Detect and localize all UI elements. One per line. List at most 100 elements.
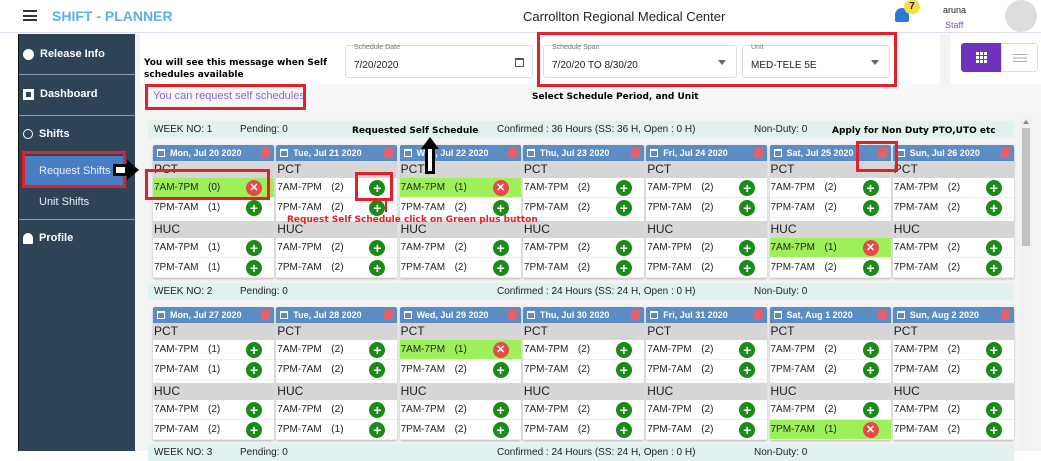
request-shift-button[interactable]: + [739,422,756,438]
request-shift-button[interactable]: + [615,240,632,256]
shift-row: 7PM-7AM (2) + [153,420,274,440]
request-shift-button[interactable]: + [246,362,262,378]
cancel-request-button[interactable]: ✕ [862,240,879,256]
day-date: Sat, Aug 1 2020 [786,310,853,320]
unit-select[interactable]: Unit MED-TELE 5E [742,44,890,78]
request-shift-button[interactable]: + [615,180,632,196]
scrollbar-thumb[interactable] [1022,128,1030,246]
request-shift-button[interactable]: + [492,402,509,418]
shift-row: 7AM-7PM (2) + [892,178,1014,198]
request-shift-button[interactable]: + [985,362,1002,378]
request-shift-button[interactable]: + [492,240,509,256]
request-shift-button[interactable]: + [615,362,632,378]
cancel-request-button[interactable]: ✕ [492,180,509,196]
shift-row: 7AM-7PM (2) + [399,238,521,258]
non-duty-icon[interactable] [753,310,764,320]
request-shift-button[interactable]: + [369,362,386,378]
request-shift-button[interactable]: + [615,342,632,358]
avatar[interactable] [1005,0,1037,32]
request-shift-button[interactable]: + [615,260,632,276]
cancel-request-button[interactable]: ✕ [492,342,509,358]
request-shift-button[interactable]: + [369,260,386,276]
non-duty-icon[interactable] [506,148,518,158]
non-duty-icon[interactable] [260,310,271,320]
request-shift-button[interactable]: + [492,422,509,438]
request-shift-button[interactable]: + [246,342,262,358]
non-duty-icon[interactable] [1000,148,1011,158]
sidebar-item-profile[interactable]: Profile [19,228,136,248]
request-shift-button[interactable]: + [739,200,756,216]
request-shift-button[interactable]: + [369,422,386,438]
cancel-request-button[interactable]: ✕ [862,422,879,438]
request-shift-button[interactable]: + [739,240,756,256]
shift-time: 7AM-7PM [770,344,815,355]
request-shift-button[interactable]: + [369,342,386,358]
schedule-date-field[interactable]: Schedule Date 7/20/2020 [345,44,533,78]
request-shift-button[interactable]: + [615,200,632,216]
non-duty-icon[interactable] [753,148,764,158]
non-duty-icon[interactable] [630,310,641,320]
request-shift-button[interactable]: + [739,362,756,378]
sidebar: Release Info Dashboard Shifts Request Sh… [18,34,136,451]
request-shift-button[interactable]: + [492,362,509,378]
non-duty-icon[interactable] [506,310,518,320]
request-shift-button[interactable]: + [985,240,1002,256]
non-duty-icon[interactable] [876,310,888,320]
request-shift-button[interactable]: + [739,260,756,276]
request-shift-button[interactable]: + [369,200,386,216]
request-shift-button[interactable]: + [492,260,509,276]
request-shift-button[interactable]: + [739,180,756,196]
request-shift-button[interactable]: + [246,260,262,276]
sidebar-item-unit-shifts[interactable]: Unit Shifts [39,196,90,208]
sidebar-item-dashboard[interactable]: Dashboard [19,84,136,104]
non-duty-icon[interactable] [1000,310,1011,320]
shift-time: 7PM-7AM [523,424,569,435]
request-shift-button[interactable]: + [985,402,1002,418]
request-shift-button[interactable]: + [246,422,262,438]
calendar-icon [157,149,165,157]
request-shift-button[interactable]: + [369,240,386,256]
request-shift-button[interactable]: + [246,402,262,418]
day-date: Sat, Jul 25 2020 [786,148,854,158]
request-shift-button[interactable]: + [862,260,879,276]
request-shift-button[interactable]: + [369,180,386,196]
calendar-icon [773,311,782,319]
non-duty-icon[interactable] [260,148,271,158]
request-shift-button[interactable]: + [246,200,262,216]
request-shift-button[interactable]: + [615,422,632,438]
non-duty-icon[interactable] [383,148,394,158]
list-view-button[interactable] [1001,43,1038,72]
calendar-icon [896,311,905,319]
shift-time: 7AM-7PM [400,242,446,253]
request-shift-button[interactable]: + [246,240,262,256]
cancel-request-button[interactable]: ✕ [246,180,262,196]
scrollbar[interactable] [1020,116,1032,451]
request-shift-button[interactable]: + [492,200,509,216]
request-shift-button[interactable]: + [739,402,756,418]
request-shift-button[interactable]: + [862,362,879,378]
sidebar-item-request-shifts[interactable]: Request Shifts [24,156,126,185]
shift-time: 7AM-7PM [400,182,446,193]
request-shift-button[interactable]: + [862,342,879,358]
request-shift-button[interactable]: + [862,180,879,196]
non-duty-icon[interactable] [383,310,394,320]
request-shift-button[interactable]: + [985,180,1002,196]
non-duty-icon[interactable] [630,148,641,158]
calendar-icon[interactable] [515,58,524,67]
request-shift-button[interactable]: + [985,260,1002,276]
grid-view-button[interactable] [961,43,1001,72]
request-shift-button[interactable]: + [369,402,386,418]
sidebar-item-shifts[interactable]: Shifts [19,124,136,144]
request-shift-button[interactable]: + [985,200,1002,216]
request-shift-button[interactable]: + [615,402,632,418]
day-date: Thu, Jul 23 2020 [539,148,610,158]
request-shift-button[interactable]: + [739,342,756,358]
request-shift-button[interactable]: + [862,200,879,216]
request-shift-button[interactable]: + [985,422,1002,438]
request-shift-button[interactable]: + [985,342,1002,358]
menu-icon[interactable] [23,10,37,21]
request-shift-button[interactable]: + [862,402,879,418]
sidebar-item-release-info[interactable]: Release Info [19,44,136,64]
scroll-up-icon[interactable] [1023,120,1029,124]
